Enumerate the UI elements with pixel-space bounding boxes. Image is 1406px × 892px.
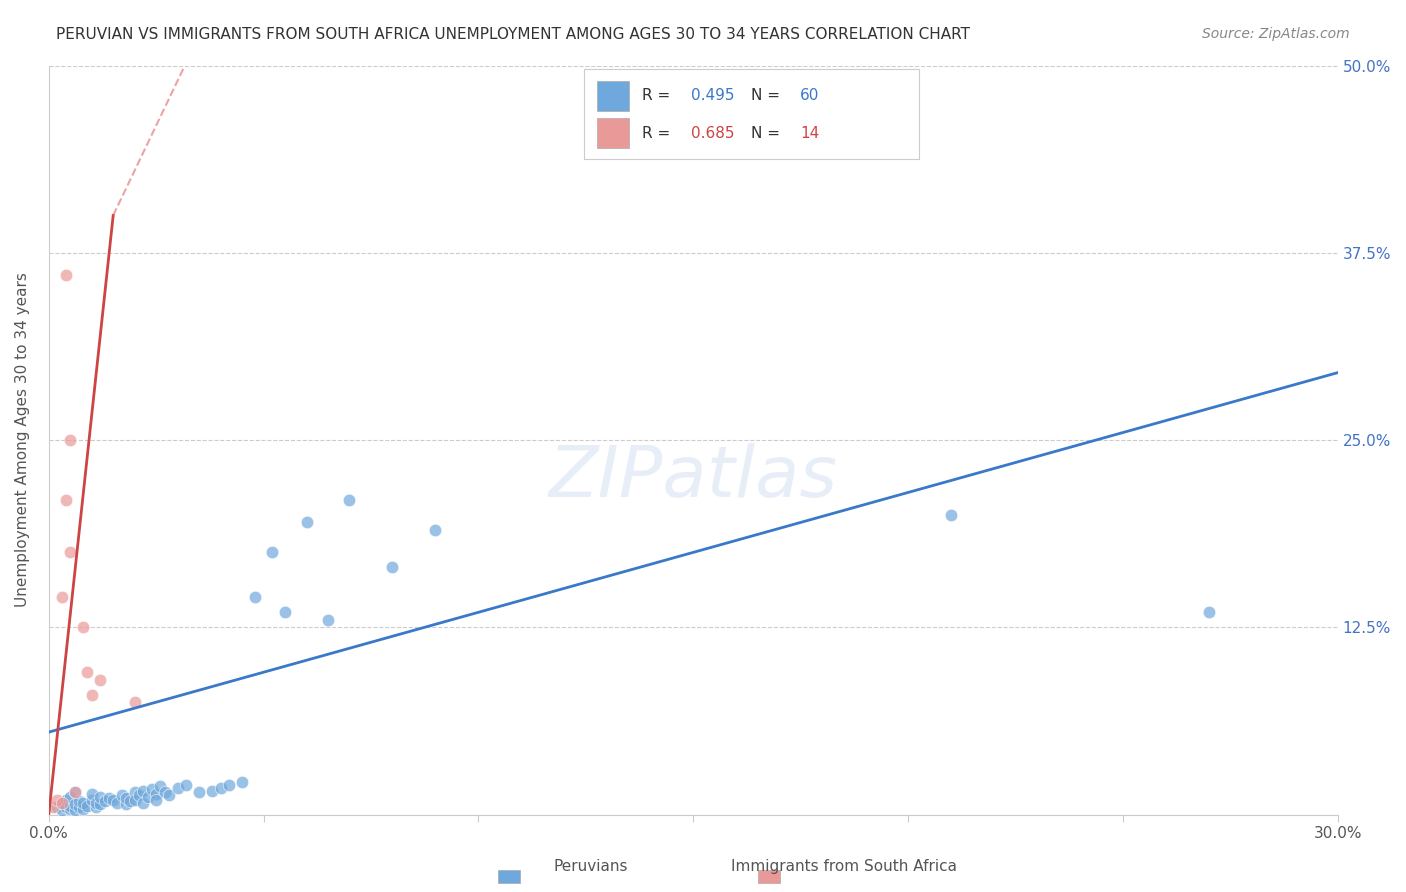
Bar bbox=[596, 118, 628, 148]
Point bbox=[381, 560, 404, 574]
Point bbox=[84, 800, 107, 814]
Point bbox=[132, 783, 155, 797]
Point bbox=[231, 774, 253, 789]
Point bbox=[80, 688, 103, 702]
Point bbox=[201, 783, 224, 797]
Point bbox=[55, 268, 77, 283]
Text: 0.685: 0.685 bbox=[690, 126, 734, 141]
Bar bbox=[758, 870, 780, 883]
Point bbox=[55, 493, 77, 508]
Point bbox=[188, 785, 211, 799]
Point bbox=[59, 433, 82, 447]
Point bbox=[72, 796, 94, 810]
Bar bbox=[498, 870, 520, 883]
Text: Immigrants from South Africa: Immigrants from South Africa bbox=[731, 859, 956, 874]
Point bbox=[1198, 605, 1220, 619]
Point bbox=[63, 803, 86, 817]
Point bbox=[63, 785, 86, 799]
Point bbox=[153, 785, 176, 799]
Point bbox=[55, 792, 77, 806]
Point bbox=[67, 800, 90, 814]
Bar bbox=[596, 80, 628, 111]
Point bbox=[59, 789, 82, 804]
Point bbox=[76, 798, 98, 813]
Point bbox=[136, 789, 159, 804]
Point bbox=[149, 779, 172, 793]
Point bbox=[97, 791, 120, 805]
Point bbox=[51, 796, 73, 810]
Point bbox=[174, 778, 197, 792]
Point bbox=[425, 523, 447, 537]
Point bbox=[132, 796, 155, 810]
Point bbox=[166, 780, 188, 795]
Text: Source: ZipAtlas.com: Source: ZipAtlas.com bbox=[1202, 27, 1350, 41]
Point bbox=[80, 787, 103, 801]
Point bbox=[42, 800, 65, 814]
Point bbox=[63, 785, 86, 799]
Point bbox=[51, 591, 73, 605]
Text: R =: R = bbox=[641, 126, 675, 141]
Text: N =: N = bbox=[751, 88, 785, 103]
Point bbox=[115, 797, 138, 811]
Point bbox=[638, 103, 661, 118]
Point bbox=[63, 797, 86, 811]
Point bbox=[51, 796, 73, 810]
Point bbox=[124, 785, 146, 799]
Point bbox=[89, 797, 111, 811]
Point bbox=[51, 803, 73, 817]
Point bbox=[46, 792, 69, 806]
Point bbox=[157, 788, 180, 802]
Point bbox=[274, 605, 297, 619]
Point bbox=[145, 792, 167, 806]
Text: R =: R = bbox=[641, 88, 675, 103]
Point bbox=[103, 792, 125, 806]
Point bbox=[939, 508, 962, 522]
Point bbox=[89, 789, 111, 804]
Point bbox=[59, 798, 82, 813]
Point bbox=[72, 801, 94, 815]
Point bbox=[339, 493, 361, 508]
Point bbox=[124, 792, 146, 806]
Point bbox=[76, 665, 98, 680]
Text: Peruvians: Peruvians bbox=[554, 859, 627, 874]
Point bbox=[93, 794, 115, 808]
Point bbox=[262, 545, 284, 559]
Point bbox=[295, 516, 318, 530]
Point bbox=[141, 782, 163, 797]
Point bbox=[316, 613, 339, 627]
Text: PERUVIAN VS IMMIGRANTS FROM SOUTH AFRICA UNEMPLOYMENT AMONG AGES 30 TO 34 YEARS : PERUVIAN VS IMMIGRANTS FROM SOUTH AFRICA… bbox=[56, 27, 970, 42]
Text: 0.495: 0.495 bbox=[690, 88, 734, 103]
Point bbox=[128, 788, 150, 802]
Point bbox=[59, 545, 82, 559]
Point bbox=[89, 673, 111, 687]
Point bbox=[111, 788, 134, 802]
Point bbox=[84, 796, 107, 810]
Point bbox=[145, 787, 167, 801]
Text: N =: N = bbox=[751, 126, 785, 141]
Point bbox=[120, 794, 142, 808]
Point bbox=[72, 620, 94, 634]
Text: 60: 60 bbox=[800, 88, 820, 103]
Point bbox=[80, 792, 103, 806]
Point bbox=[67, 794, 90, 808]
Y-axis label: Unemployment Among Ages 30 to 34 years: Unemployment Among Ages 30 to 34 years bbox=[15, 273, 30, 607]
Point bbox=[46, 800, 69, 814]
Point bbox=[107, 796, 129, 810]
Point bbox=[243, 591, 266, 605]
Point bbox=[55, 800, 77, 814]
Text: ZIPatlas: ZIPatlas bbox=[548, 443, 838, 512]
Point bbox=[59, 801, 82, 815]
FancyBboxPatch shape bbox=[583, 70, 918, 159]
Point bbox=[124, 695, 146, 709]
Point bbox=[115, 791, 138, 805]
Point bbox=[209, 780, 232, 795]
Text: 14: 14 bbox=[800, 126, 820, 141]
Point bbox=[218, 778, 240, 792]
